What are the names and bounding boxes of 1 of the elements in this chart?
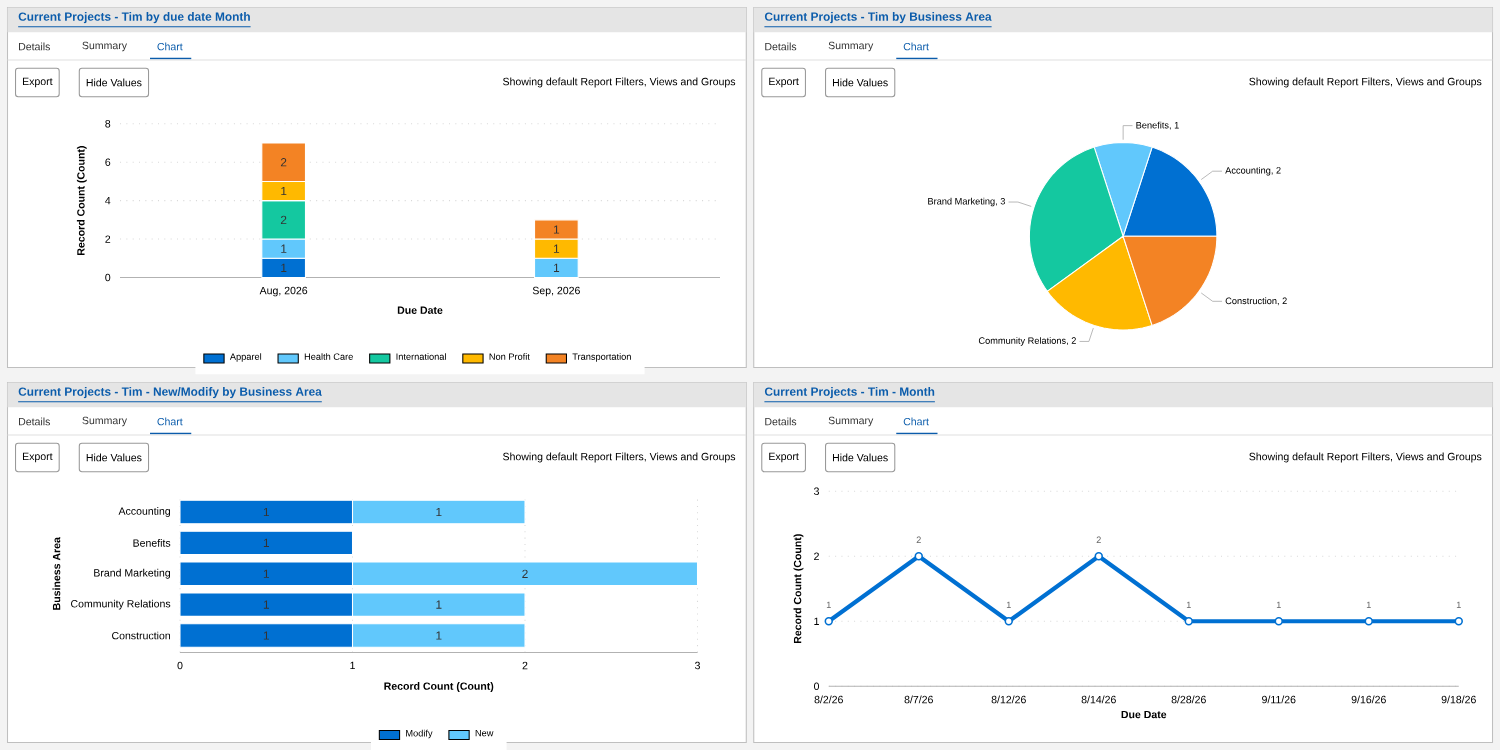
bar — [179, 530, 354, 555]
